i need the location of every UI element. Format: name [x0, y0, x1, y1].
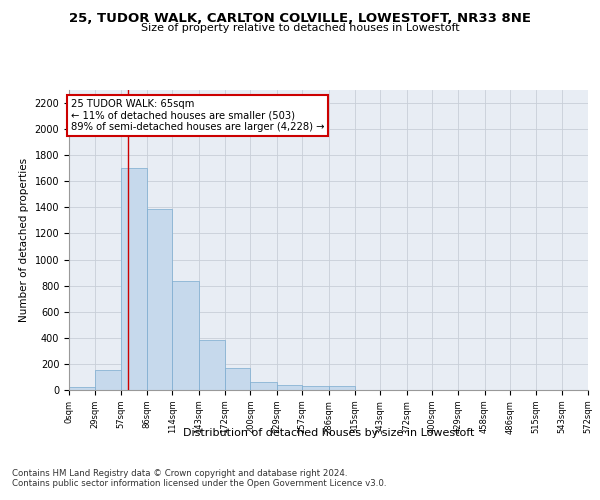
Bar — [225, 368, 250, 390]
Bar — [69, 388, 95, 390]
Bar — [147, 208, 172, 390]
Text: Distribution of detached houses by size in Lowestoft: Distribution of detached houses by size … — [183, 428, 475, 438]
Bar — [121, 168, 147, 390]
Bar — [95, 370, 121, 390]
Y-axis label: Number of detached properties: Number of detached properties — [19, 158, 29, 322]
Bar — [277, 385, 302, 390]
Bar — [302, 386, 329, 390]
Text: 25, TUDOR WALK, CARLTON COLVILLE, LOWESTOFT, NR33 8NE: 25, TUDOR WALK, CARLTON COLVILLE, LOWEST… — [69, 12, 531, 26]
Bar — [199, 340, 225, 390]
Bar — [329, 386, 355, 390]
Text: 25 TUDOR WALK: 65sqm
← 11% of detached houses are smaller (503)
89% of semi-deta: 25 TUDOR WALK: 65sqm ← 11% of detached h… — [71, 99, 325, 132]
Bar — [172, 281, 199, 390]
Text: Contains HM Land Registry data © Crown copyright and database right 2024.: Contains HM Land Registry data © Crown c… — [12, 468, 347, 477]
Bar — [250, 382, 277, 390]
Text: Contains public sector information licensed under the Open Government Licence v3: Contains public sector information licen… — [12, 478, 386, 488]
Text: Size of property relative to detached houses in Lowestoft: Size of property relative to detached ho… — [140, 23, 460, 33]
